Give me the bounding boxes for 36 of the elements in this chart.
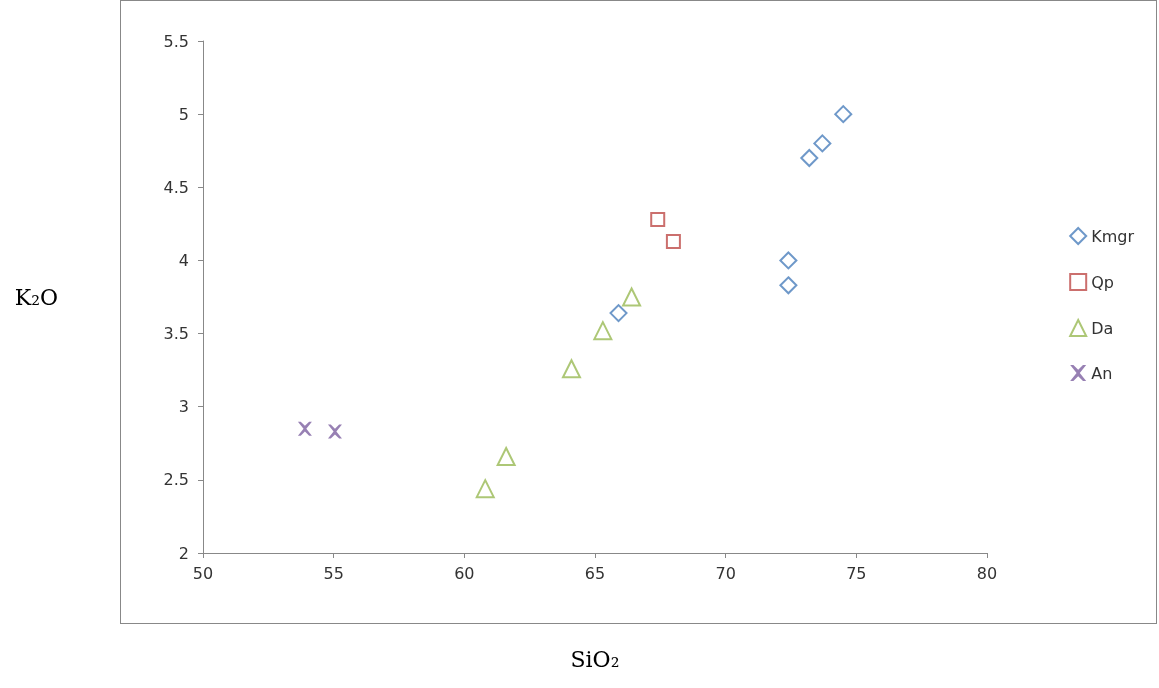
point <box>561 359 581 379</box>
x-tick-label: 70 <box>715 563 736 583</box>
point <box>800 149 819 168</box>
y-tick-label: 3.5 <box>163 324 189 344</box>
y-tick-label: 5.5 <box>163 31 189 51</box>
point <box>609 304 628 323</box>
point <box>475 479 495 499</box>
legend-label: Kmgr <box>1091 226 1135 246</box>
y-tick-label: 2 <box>178 543 189 563</box>
y-tick-label: 5 <box>178 104 189 124</box>
legend-label: Qp <box>1091 272 1114 292</box>
x-tick-label: 60 <box>454 563 475 583</box>
y-axis-title: K₂O <box>14 284 58 310</box>
x-tick-label: 50 <box>192 563 214 583</box>
point <box>834 105 853 124</box>
x-tick-label: 80 <box>976 563 998 583</box>
legend-label: An <box>1091 363 1113 383</box>
point <box>650 211 666 227</box>
point <box>665 233 681 249</box>
point <box>622 287 642 307</box>
point <box>813 134 832 153</box>
x-tick-label: 55 <box>323 563 344 583</box>
y-tick-label: 2.5 <box>163 470 189 490</box>
y-tick-label: 4 <box>178 250 189 270</box>
x-tick-label: 65 <box>584 563 606 583</box>
point <box>779 276 798 295</box>
x-tick-label: 75 <box>846 563 867 583</box>
y-tick-label: 4.5 <box>163 177 189 197</box>
point <box>297 421 312 436</box>
x-axis-title: SiO₂ <box>570 646 620 672</box>
legend-label: Da <box>1091 318 1114 338</box>
point <box>496 446 516 466</box>
point <box>593 321 613 341</box>
point <box>779 251 798 270</box>
point <box>327 424 342 439</box>
y-tick-label: 3 <box>178 397 189 417</box>
